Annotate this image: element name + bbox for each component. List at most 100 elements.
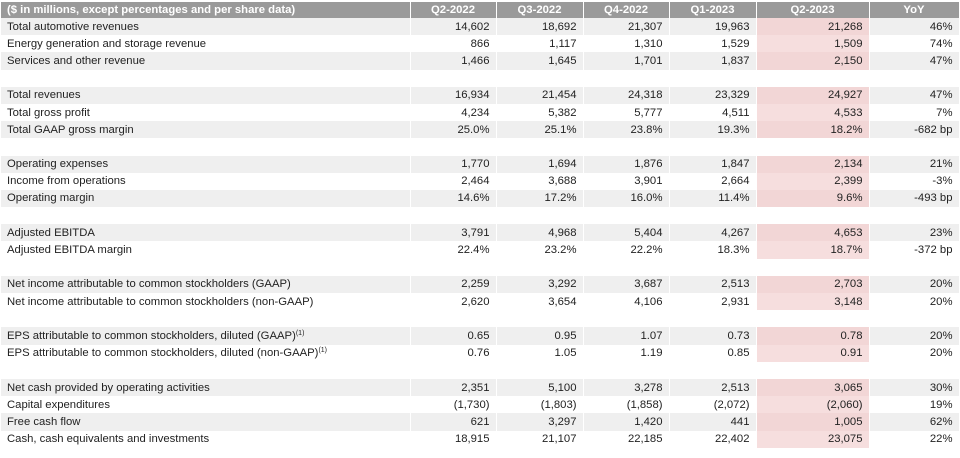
value-cell: 5,100 <box>496 378 584 397</box>
row-label: Net income attributable to common stockh… <box>1 293 411 311</box>
value-cell: 3,687 <box>583 275 670 293</box>
spacer-row <box>1 310 960 328</box>
value-cell: 2,464 <box>410 172 497 190</box>
value-cell: 18,692 <box>496 18 584 36</box>
row-label: Income from operations <box>1 172 411 190</box>
value-cell: 4,511 <box>669 103 757 122</box>
data-row: Cash, cash equivalents and investments 18… <box>1 430 960 448</box>
row-label-text: Total gross profit <box>7 106 90 119</box>
data-row: Net cash provided by operating activitie… <box>1 378 960 397</box>
value-cell: 20% <box>869 275 960 293</box>
value-cell: 46% <box>869 18 960 36</box>
row-label: Cash, cash equivalents and investments <box>1 430 411 448</box>
row-label: Free cash flow <box>1 413 411 431</box>
row-label-text: Cash, cash equivalents and investments <box>7 433 210 446</box>
value-cell: 25.1% <box>496 121 584 139</box>
data-row: Capital expenditures (1,730) (1,803) (1,858… <box>1 396 960 414</box>
data-row: Operating margin 14.6% 17.2% 16.0% 11.4% 9.6%… <box>1 189 960 208</box>
value-cell: 47% <box>869 52 960 70</box>
table-body: Total automotive revenues 14,602 18,692 21,… <box>1 18 960 448</box>
value-cell: 0.78 <box>756 327 870 345</box>
data-row: Total GAAP gross margin 25.0% 25.1% 23.8% 19… <box>1 121 960 139</box>
data-row: Total revenues 16,934 21,454 24,318 23,329 24… <box>1 86 960 104</box>
value-cell: 2,351 <box>410 378 497 397</box>
row-label-text: Energy generation and storage revenue <box>7 37 207 50</box>
value-cell: 74% <box>869 35 960 53</box>
footnote-marker: (1) <box>318 347 328 355</box>
header-cell: Q2-2022 <box>410 2 497 18</box>
value-cell: 23.8% <box>583 121 670 139</box>
value-cell: (2,060) <box>756 396 870 414</box>
value-cell: 1,847 <box>669 155 757 173</box>
spacer-cell <box>1 310 960 328</box>
row-label: EPS attributable to common stockholders,… <box>1 344 411 362</box>
value-cell: 4,234 <box>410 103 497 122</box>
spacer-row <box>1 69 960 87</box>
row-label: Total GAAP gross margin <box>1 121 411 139</box>
value-cell: 1,529 <box>669 35 757 53</box>
value-cell: 1,645 <box>496 52 584 70</box>
value-cell: 0.76 <box>410 344 497 362</box>
value-cell: 23.2% <box>496 241 584 259</box>
value-cell: 18,915 <box>410 430 497 448</box>
value-cell: 62% <box>869 413 960 431</box>
value-cell: 20% <box>869 293 960 311</box>
data-row: Net income attributable to common stockh… <box>1 275 960 293</box>
data-row: Services and other revenue 1,466 1,645 1,70… <box>1 52 960 70</box>
value-cell: (1,858) <box>583 396 670 414</box>
spacer-cell <box>1 138 960 156</box>
row-label-text: Net income attributable to common stockh… <box>7 295 314 308</box>
row-label: Total gross profit <box>1 103 411 122</box>
value-cell: -682 bp <box>869 121 960 139</box>
value-cell: 1,310 <box>583 35 670 53</box>
value-cell: 21,268 <box>756 18 870 36</box>
row-label: Net income attributable to common stockh… <box>1 275 411 293</box>
data-row: Operating expenses 1,770 1,694 1,876 1,847 2,… <box>1 155 960 173</box>
header-cell: Q1-2023 <box>669 2 757 18</box>
value-cell: 5,382 <box>496 103 584 122</box>
value-cell: 621 <box>410 413 497 431</box>
value-cell: 1,694 <box>496 155 584 173</box>
value-cell: 14.6% <box>410 189 497 208</box>
value-cell: 22.4% <box>410 241 497 259</box>
header-row: ($ in millions, except percentages and p… <box>1 2 960 18</box>
row-label: Services and other revenue <box>1 52 411 70</box>
value-cell: 25.0% <box>410 121 497 139</box>
value-cell: 0.91 <box>756 344 870 362</box>
value-cell: 2,703 <box>756 275 870 293</box>
row-label-text: Capital expenditures <box>7 398 110 411</box>
value-cell: 23% <box>869 224 960 242</box>
value-cell: 19,963 <box>669 18 757 36</box>
data-row: Net income attributable to common stockh… <box>1 293 960 311</box>
footnote-marker: (1) <box>295 329 305 337</box>
value-cell: 2,513 <box>669 275 757 293</box>
value-cell: 2,664 <box>669 172 757 190</box>
row-label: EPS attributable to common stockholders,… <box>1 327 411 345</box>
value-cell: 3,278 <box>583 378 670 397</box>
value-cell: 0.65 <box>410 327 497 345</box>
data-row: Energy generation and storage revenue 866… <box>1 35 960 53</box>
value-cell: 18.2% <box>756 121 870 139</box>
value-cell: 4,653 <box>756 224 870 242</box>
value-cell: 3,688 <box>496 172 584 190</box>
row-label: Total revenues <box>1 86 411 104</box>
value-cell: 22,402 <box>669 430 757 448</box>
row-label: Adjusted EBITDA margin <box>1 241 411 259</box>
spacer-row <box>1 207 960 225</box>
row-label-text: Total automotive revenues <box>7 20 139 33</box>
value-cell: 19.3% <box>669 121 757 139</box>
value-cell: 0.95 <box>496 327 584 345</box>
value-cell: 21,107 <box>496 430 584 448</box>
row-label-text: EPS attributable to common stockholders,… <box>7 329 296 342</box>
data-row: Free cash flow 621 3,297 1,420 441 1,005 62% <box>1 413 960 431</box>
value-cell: 21,307 <box>583 18 670 36</box>
value-cell: 1.07 <box>583 327 670 345</box>
value-cell: 16,934 <box>410 86 497 104</box>
value-cell: (1,730) <box>410 396 497 414</box>
value-cell: 30% <box>869 378 960 397</box>
data-row: Adjusted EBITDA margin 22.4% 23.2% 22.2% 18.… <box>1 241 960 259</box>
header-cell: ($ in millions, except percentages and p… <box>1 2 411 18</box>
value-cell: 22.2% <box>583 241 670 259</box>
value-cell: 1,466 <box>410 52 497 70</box>
spacer-cell <box>1 69 960 87</box>
